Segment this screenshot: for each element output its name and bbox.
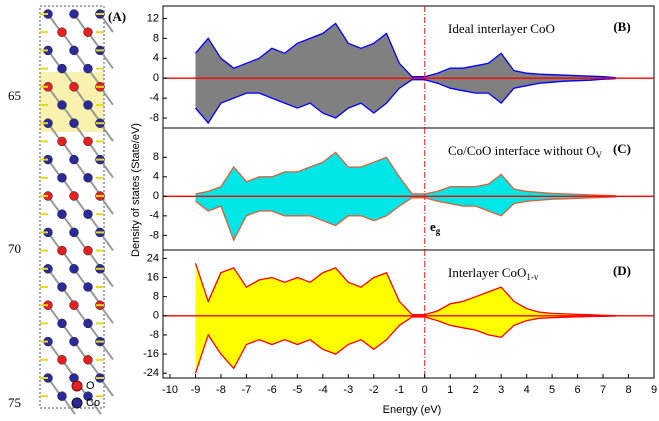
- atom: [70, 10, 79, 19]
- atom: [84, 28, 93, 37]
- y-tick-label: 12: [147, 12, 159, 24]
- annotation-text: Ideal interlayer CoO: [448, 21, 555, 36]
- atom: [70, 228, 79, 237]
- atom: [70, 337, 79, 346]
- note-sub: g: [436, 226, 441, 236]
- x-tick-label: 6: [575, 384, 581, 396]
- x-tick-label: -9: [191, 384, 201, 396]
- atom: [84, 210, 93, 219]
- x-tick-label: 2: [473, 384, 479, 396]
- annotation: Co/CoO interface without OV: [448, 143, 603, 160]
- annotation-text: Interlayer CoO: [448, 265, 526, 280]
- y-tick-label: 24: [147, 252, 159, 264]
- area-fill: [195, 78, 615, 123]
- area-fill: [195, 316, 615, 373]
- atom: [58, 246, 67, 255]
- atom: [84, 319, 93, 328]
- y-tick-label: -8: [149, 329, 159, 341]
- atom: [58, 355, 67, 364]
- atom: [84, 283, 93, 292]
- x-tick-label: 9: [651, 384, 657, 396]
- panel-label: (A): [108, 9, 126, 24]
- annotation-text: Co/CoO interface without O: [448, 143, 596, 158]
- atom: [58, 28, 67, 37]
- x-tick-label: 7: [600, 384, 606, 396]
- y-tick-label: 0: [153, 190, 159, 202]
- structure-panel: [40, 6, 113, 414]
- y-tick-label: 0: [153, 72, 159, 84]
- annotation-sub: 1-v: [526, 272, 538, 282]
- atom: [84, 246, 93, 255]
- x-axis-label: Energy (eV): [383, 404, 442, 416]
- atom: [58, 210, 67, 219]
- y-tick-label: 8: [153, 32, 159, 44]
- atom: [70, 155, 79, 164]
- annotation: eg: [430, 219, 441, 236]
- atom: [70, 192, 79, 201]
- atom: [58, 283, 67, 292]
- x-tick-label: 4: [524, 384, 530, 396]
- atom: [70, 82, 79, 91]
- atom: [84, 64, 93, 73]
- y-tick-label: 16: [147, 271, 159, 283]
- side-label: 70: [8, 241, 21, 256]
- y-tick-label: -8: [149, 112, 159, 124]
- atom: [58, 392, 67, 401]
- atom: [58, 319, 67, 328]
- atom: [70, 301, 79, 310]
- x-tick-label: -6: [267, 384, 277, 396]
- x-tick-label: 0: [422, 384, 428, 396]
- x-tick-label: 1: [447, 384, 453, 396]
- panel-label: (B): [613, 19, 630, 34]
- atom: [58, 173, 67, 182]
- legend-co: [72, 398, 82, 408]
- atom: [84, 101, 93, 110]
- side-label: 65: [8, 88, 21, 103]
- x-tick-label: -7: [242, 384, 252, 396]
- atom: [84, 137, 93, 146]
- atom: [58, 64, 67, 73]
- y-tick-label: -24: [143, 367, 159, 379]
- panel-label: (D): [613, 263, 631, 278]
- annotation-sub: V: [596, 150, 603, 160]
- legend-label: O: [86, 380, 95, 392]
- y-tick-label: 8: [153, 291, 159, 303]
- y-tick-label: -16: [143, 348, 159, 360]
- y-tick-label: -8: [149, 229, 159, 241]
- x-tick-label: -8: [216, 384, 226, 396]
- figure: (A) 65 70 75 O Co -8-404812(B)Ideal inte…: [0, 0, 659, 421]
- panel-label: (C): [613, 141, 631, 156]
- x-tick-label: -4: [318, 384, 328, 396]
- legend-o: [72, 381, 82, 391]
- y-axis-label: Density of states (State/eV): [130, 123, 142, 257]
- annotation: Ideal interlayer CoO: [448, 21, 555, 36]
- y-tick-label: -4: [149, 92, 159, 104]
- x-tick-label: -3: [343, 384, 353, 396]
- annotation: Interlayer CoO1-v: [448, 265, 539, 282]
- legend-label: Co: [86, 397, 100, 409]
- side-label: 75: [8, 395, 21, 410]
- atom: [70, 264, 79, 273]
- x-tick-label: 3: [498, 384, 504, 396]
- x-tick-label: 5: [549, 384, 555, 396]
- cell-box: [40, 6, 104, 408]
- x-tick-label: -2: [369, 384, 379, 396]
- atom: [70, 119, 79, 128]
- atom: [70, 46, 79, 55]
- x-tick-label: -5: [292, 384, 302, 396]
- y-tick-label: 4: [153, 171, 159, 183]
- y-tick-label: 8: [153, 151, 159, 163]
- y-tick-label: 4: [153, 52, 159, 64]
- x-tick-label: 8: [625, 384, 631, 396]
- atom: [84, 173, 93, 182]
- atom: [58, 137, 67, 146]
- x-tick-label: -10: [162, 384, 178, 396]
- atom: [58, 101, 67, 110]
- area-fill: [195, 196, 615, 240]
- y-tick-label: -4: [149, 210, 159, 222]
- atom: [84, 355, 93, 364]
- area-fill: [195, 152, 615, 196]
- x-tick-label: -1: [394, 384, 404, 396]
- y-tick-label: 0: [153, 310, 159, 322]
